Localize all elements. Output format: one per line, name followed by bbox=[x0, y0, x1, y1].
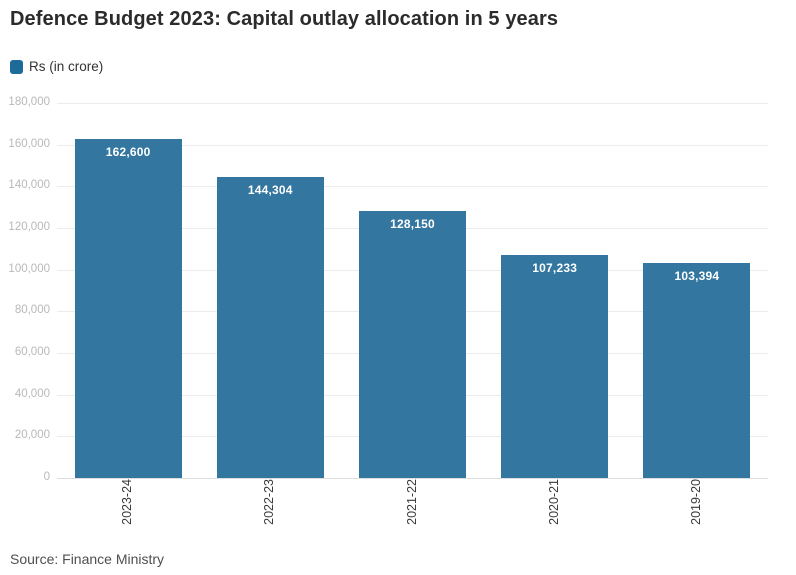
chart-plot-area: 0 20,000 40,000 60,000 80,000 100,000 120,000 1… bbox=[0, 96, 796, 525]
gridline bbox=[57, 478, 768, 479]
y-axis-tick-label: 160,000 bbox=[8, 137, 50, 150]
bar-2023-24: 162,600 bbox=[74, 139, 182, 478]
bar-2020-21: 107,233 bbox=[501, 254, 609, 478]
gridline bbox=[57, 103, 768, 104]
y-axis-tick-label: 180,000 bbox=[8, 96, 50, 108]
bar-2021-22: 128,150 bbox=[359, 211, 466, 478]
bar-value-label: 162,600 bbox=[105, 145, 151, 160]
source-note: Source: Finance Ministry bbox=[10, 551, 165, 567]
bar-value-label: 107,233 bbox=[532, 260, 578, 275]
gridline bbox=[57, 186, 768, 188]
gridline bbox=[57, 144, 768, 146]
y-axis-tick-label: 120,000 bbox=[8, 221, 50, 233]
legend-label: Rs (in crore) bbox=[29, 59, 104, 74]
y-axis-tick-label: 100,000 bbox=[8, 262, 50, 275]
chart-title: Defence Budget 2023: Capital outlay allo… bbox=[10, 8, 559, 30]
x-axis-tick-label: 2021-22 bbox=[404, 479, 419, 525]
y-axis-tick-label: 0 bbox=[43, 471, 50, 483]
bar-value-label: 128,150 bbox=[390, 217, 435, 232]
x-axis-tick-label: 2023-24 bbox=[120, 479, 135, 525]
x-axis-tick-label: 2022-23 bbox=[262, 479, 277, 525]
bar-2022-23: 144,304 bbox=[216, 177, 324, 478]
bar-value-label: 144,304 bbox=[247, 183, 293, 198]
y-axis-tick-label: 20,000 bbox=[14, 429, 50, 442]
y-axis-tick-label: 80,000 bbox=[14, 304, 50, 317]
y-axis-tick-label: 140,000 bbox=[8, 179, 50, 192]
y-axis-tick-label: 60,000 bbox=[14, 346, 50, 358]
legend-swatch bbox=[10, 59, 23, 74]
legend: Rs (in crore) bbox=[10, 59, 103, 74]
bar-value-label: 103,394 bbox=[674, 268, 720, 283]
y-axis-tick-label: 40,000 bbox=[14, 387, 50, 400]
bar-2019-20: 103,394 bbox=[643, 262, 751, 478]
x-axis-tick-label: 2020-21 bbox=[546, 479, 561, 525]
x-axis-tick-label: 2019-20 bbox=[688, 479, 703, 525]
